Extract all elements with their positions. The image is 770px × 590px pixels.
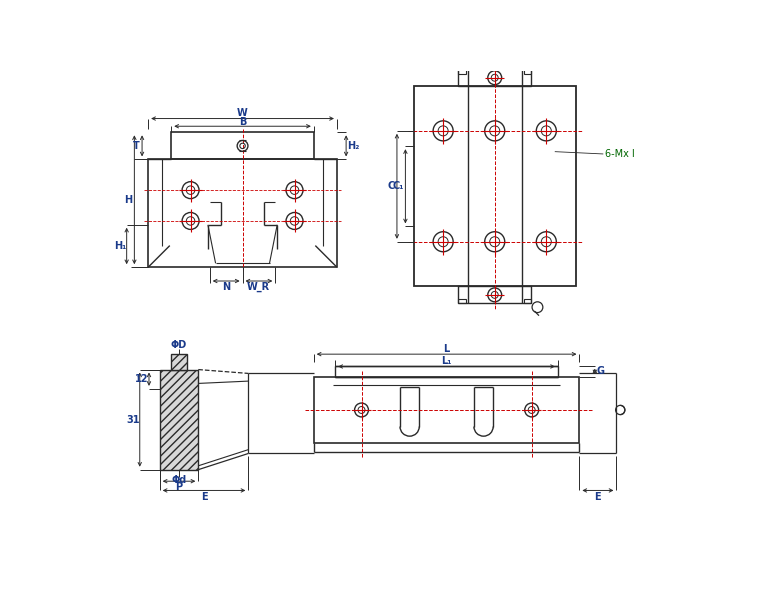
Text: H₂: H₂	[346, 141, 360, 151]
Text: E: E	[594, 491, 601, 502]
Text: C₁: C₁	[393, 181, 404, 191]
Text: 12: 12	[136, 374, 149, 384]
Bar	[524, 299, 531, 303]
Bar	[414, 86, 576, 286]
Text: 6-Mx l: 6-Mx l	[605, 149, 634, 159]
Bar	[458, 69, 466, 74]
Text: L₁: L₁	[441, 356, 452, 366]
Text: G: G	[597, 366, 605, 376]
Text: P: P	[176, 483, 182, 493]
Bar	[148, 159, 337, 267]
Text: 31: 31	[126, 415, 139, 425]
Bar	[336, 366, 557, 377]
Bar	[458, 299, 466, 303]
Bar	[314, 377, 579, 442]
Bar	[171, 132, 314, 159]
Text: N: N	[223, 282, 231, 292]
Text: L: L	[444, 344, 450, 354]
Text: W: W	[237, 108, 248, 118]
Bar	[171, 354, 188, 369]
Text: B: B	[239, 117, 246, 127]
Text: C: C	[387, 181, 394, 191]
Text: Φd: Φd	[172, 476, 186, 486]
Text: W_R: W_R	[247, 282, 270, 292]
Text: E: E	[201, 491, 207, 502]
Bar	[160, 369, 199, 470]
Text: ΦD: ΦD	[171, 340, 187, 350]
Text: H₁: H₁	[114, 241, 127, 251]
Bar	[524, 69, 531, 74]
Bar	[458, 286, 531, 303]
Text: H: H	[124, 195, 132, 205]
Text: T: T	[133, 141, 140, 151]
Bar	[458, 69, 531, 86]
